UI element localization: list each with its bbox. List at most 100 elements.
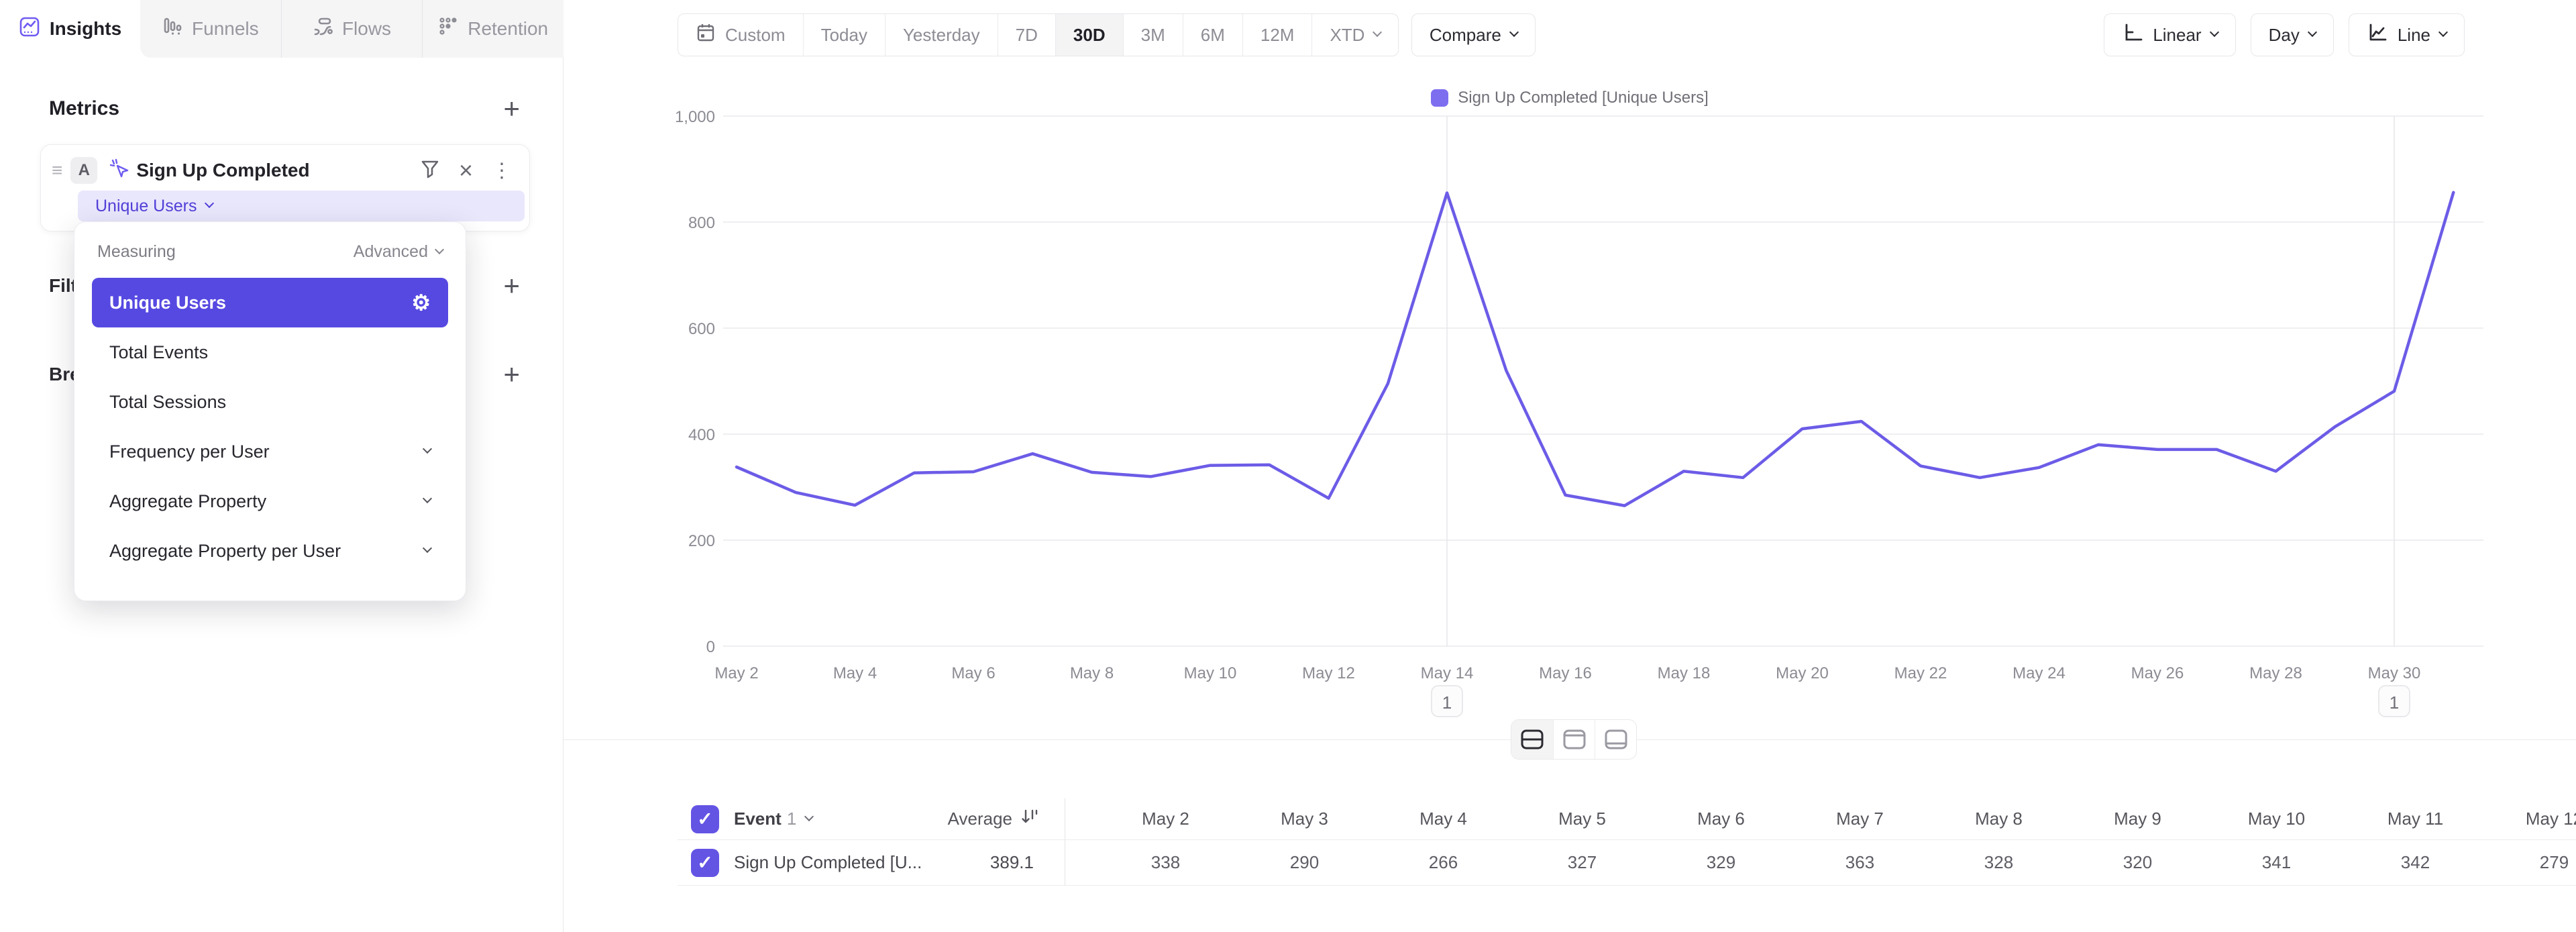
tab-insights[interactable]: Insights <box>0 0 140 58</box>
value-cell-may-9: 320 <box>2123 852 2153 872</box>
measuring-mode-dropdown[interactable]: Advanced <box>353 242 445 262</box>
legend-swatch <box>1431 89 1449 107</box>
remove-event-icon[interactable]: × <box>458 156 473 184</box>
table-row: ✓ Sign Up Completed [U... 389.1 338 290 26… <box>678 840 2576 886</box>
average-header[interactable]: Average <box>948 807 1065 831</box>
compare-label: Compare <box>1429 24 1501 45</box>
line-chart: 0 200 400 600 800 1,000 May 2 May 4 May 6 May 8 Ma… <box>657 107 2509 731</box>
compare-button[interactable]: Compare <box>1411 13 1536 56</box>
chevron-down-icon <box>2307 27 2317 38</box>
chevron-down-icon <box>804 811 814 821</box>
date-range-control: Custom Today Yesterday 7D 30D 3M 6M 12M XTD <box>678 13 1399 56</box>
add-filter-button[interactable]: + <box>503 270 520 301</box>
date-header-may-4[interactable]: May 4 <box>1419 809 1467 829</box>
menu-item-frequency-per-user[interactable]: Frequency per User <box>92 427 448 476</box>
chevron-down-icon <box>1373 27 1383 38</box>
gear-icon[interactable]: ⚙ <box>411 291 431 315</box>
range-6m[interactable]: 6M <box>1182 14 1242 56</box>
date-header-may-10[interactable]: May 10 <box>2247 809 2306 829</box>
row-average-value: 389.1 <box>989 852 1034 872</box>
range-custom[interactable]: Custom <box>678 14 803 56</box>
date-header-may-3[interactable]: May 3 <box>1281 809 1328 829</box>
value-cell-may-8: 328 <box>1984 852 2014 872</box>
svg-text:May 16: May 16 <box>1539 664 1592 682</box>
date-header-may-12[interactable]: May 12 <box>2525 809 2576 829</box>
chart-type-button[interactable]: Line <box>2348 13 2465 56</box>
range-30d[interactable]: 30D <box>1055 14 1123 56</box>
chevron-down-icon <box>2209 27 2219 38</box>
svg-text:May 30: May 30 <box>2368 664 2421 682</box>
svg-text:0: 0 <box>706 638 715 656</box>
svg-text:May 24: May 24 <box>2012 664 2065 682</box>
event-column-label[interactable]: Event <box>734 809 782 829</box>
tab-retention[interactable]: Retention <box>422 0 564 58</box>
funnels-icon <box>162 17 182 42</box>
value-cell-may-7: 363 <box>1845 852 1875 872</box>
range-3m[interactable]: 3M <box>1122 14 1183 56</box>
row-checkbox[interactable]: ✓ <box>691 848 719 877</box>
value-cell-may-10: 341 <box>2261 852 2292 872</box>
range-xtd[interactable]: XTD <box>1311 14 1398 56</box>
scale-label: Linear <box>2153 24 2202 45</box>
svg-text:1,000: 1,000 <box>675 108 715 126</box>
event-spark-icon <box>109 158 131 183</box>
line-chart-icon <box>2367 22 2388 48</box>
chart-toolbar: Custom Today Yesterday 7D 30D 3M 6M 12M XTD Comp… <box>678 13 2576 56</box>
date-header-may-5[interactable]: May 5 <box>1558 809 1606 829</box>
measured-as-pill[interactable]: Unique Users <box>78 191 525 221</box>
sidebar: Funnels Flows Retention <box>0 0 564 932</box>
tab-flows-label: Flows <box>341 18 392 39</box>
event-header-cell: ✓ Event 1 Average <box>678 798 1065 839</box>
chevron-down-icon <box>422 444 433 454</box>
measuring-menu: Measuring Advanced Unique Users ⚙ Total Ev… <box>74 221 466 601</box>
date-header-may-2[interactable]: May 2 <box>1142 809 1189 829</box>
more-options-icon[interactable]: ⋮ <box>492 159 512 182</box>
tab-flows[interactable]: Flows <box>280 0 423 58</box>
chevron-down-icon <box>434 244 445 254</box>
range-12m[interactable]: 12M <box>1242 14 1312 56</box>
svg-text:200: 200 <box>688 532 715 550</box>
metric-card[interactable]: ≡ A Sign Up Completed × ⋮ Unique Us <box>40 144 530 231</box>
date-header-may-11[interactable]: May 11 <box>2387 809 2444 829</box>
chevron-down-icon <box>1509 27 1519 38</box>
svg-text:1: 1 <box>1442 692 1452 713</box>
svg-text:May 28: May 28 <box>2249 664 2302 682</box>
measuring-mode-label: Advanced <box>353 242 428 261</box>
date-header-may-6[interactable]: May 6 <box>1697 809 1745 829</box>
menu-item-aggregate-property[interactable]: Aggregate Property <box>92 476 448 526</box>
menu-item-unique-users[interactable]: Unique Users ⚙ <box>92 278 448 327</box>
svg-text:May 10: May 10 <box>1184 664 1237 682</box>
tab-funnels[interactable]: Funnels <box>140 0 281 58</box>
svg-text:May 4: May 4 <box>833 664 877 682</box>
add-metric-button[interactable]: + <box>503 93 520 124</box>
insights-icon <box>19 16 40 42</box>
results-table: ✓ Event 1 Average May 2 May 3 May 4 May 5 Ma… <box>678 798 2576 886</box>
svg-text:May 2: May 2 <box>714 664 758 682</box>
layout-chart-only-button[interactable] <box>1553 720 1595 759</box>
range-today[interactable]: Today <box>802 14 885 56</box>
svg-text:May 8: May 8 <box>1070 664 1114 682</box>
layout-table-only-button[interactable] <box>1595 720 1636 759</box>
module-tabs: Funnels Flows Retention <box>140 0 564 58</box>
add-breakdown-button[interactable]: + <box>503 358 520 390</box>
drag-handle-icon[interactable]: ≡ <box>52 160 63 180</box>
date-header-may-9[interactable]: May 9 <box>2114 809 2161 829</box>
value-cell-may-3: 290 <box>1289 852 1320 872</box>
menu-item-total-events[interactable]: Total Events <box>109 342 209 362</box>
range-yesterday[interactable]: Yesterday <box>884 14 998 56</box>
metrics-title: Metrics <box>49 97 120 119</box>
table-header-row: ✓ Event 1 Average May 2 May 3 May 4 May 5 Ma… <box>678 798 2576 840</box>
layout-split-button[interactable] <box>1511 720 1553 759</box>
menu-item-aggregate-property-per-user[interactable]: Aggregate Property per User <box>92 526 448 576</box>
svg-text:May 22: May 22 <box>1894 664 1947 682</box>
measuring-menu-items: Unique Users ⚙ Total Events Total Sessions F… <box>92 278 448 576</box>
date-header-may-7[interactable]: May 7 <box>1836 809 1884 829</box>
svg-text:May 20: May 20 <box>1776 664 1829 682</box>
menu-item-total-sessions[interactable]: Total Sessions <box>109 391 227 412</box>
interval-button[interactable]: Day <box>2250 13 2334 56</box>
select-all-checkbox[interactable]: ✓ <box>691 805 719 833</box>
date-header-may-8[interactable]: May 8 <box>1975 809 2023 829</box>
range-7d[interactable]: 7D <box>997 14 1055 56</box>
scale-button[interactable]: Linear <box>2104 13 2236 56</box>
filter-icon[interactable] <box>420 159 440 183</box>
